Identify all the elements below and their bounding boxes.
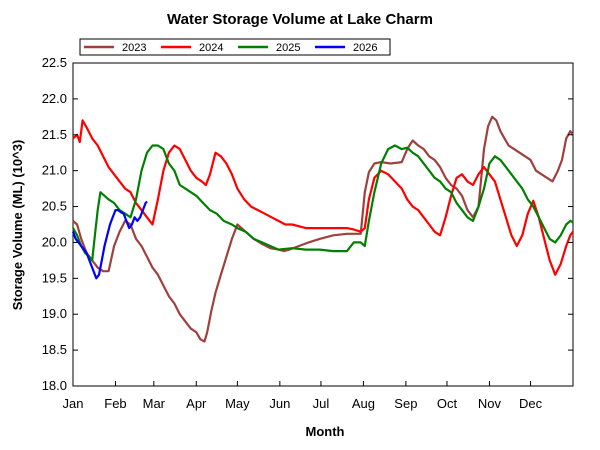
x-tick-label: Aug	[352, 396, 375, 411]
y-tick-label: 22.5	[42, 55, 67, 70]
x-tick-label: Dec	[519, 396, 543, 411]
legend-label-2025: 2025	[276, 42, 300, 54]
x-tick-label: Jun	[269, 396, 290, 411]
y-axis-title: Storage Volume (ML) (10^3)	[10, 140, 25, 311]
y-tick-label: 19.0	[42, 306, 67, 321]
series-line-2026	[71, 200, 148, 280]
x-axis-title: Month	[306, 424, 345, 439]
y-tick-label: 21.5	[42, 127, 67, 142]
x-tick-label: May	[225, 396, 250, 411]
y-tick-label: 20.5	[42, 199, 67, 214]
x-axis: Jan Feb Mar Apr May Jun Jul Aug Sep Oct Nov Dec	[63, 381, 543, 411]
x-tick-label: Mar	[143, 396, 166, 411]
legend-label-2023: 2023	[122, 42, 146, 54]
plot-area	[72, 62, 574, 387]
x-tick-label: Sep	[394, 396, 417, 411]
y-tick-label: 18.5	[42, 342, 67, 357]
x-tick-label: Oct	[437, 396, 458, 411]
chart-title: Water Storage Volume at Lake Charm	[167, 11, 433, 28]
legend: 2023 2024 2025 2026	[79, 38, 391, 56]
legend-label-2026: 2026	[353, 42, 377, 54]
x-tick-label: Apr	[186, 396, 207, 411]
x-tick-label: Feb	[104, 396, 126, 411]
y-tick-label: 19.5	[42, 270, 67, 285]
y-tick-label: 18.0	[42, 378, 67, 393]
y-axis: 18.0 18.5 19.0 19.5 20.0 20.5 21.0 21.5 22.0 22.5	[42, 55, 573, 393]
x-tick-label: Nov	[478, 396, 502, 411]
series-layer	[71, 115, 574, 343]
y-tick-label: 20.0	[42, 234, 67, 249]
x-tick-label: Jan	[63, 396, 84, 411]
series-line-2023	[72, 115, 574, 343]
legend-label-2024: 2024	[199, 42, 223, 54]
y-tick-label: 21.0	[42, 163, 67, 178]
y-tick-label: 22.0	[42, 91, 67, 106]
series-line-2025	[72, 144, 574, 262]
legend-box	[79, 38, 391, 56]
x-tick-label: Jul	[313, 396, 330, 411]
